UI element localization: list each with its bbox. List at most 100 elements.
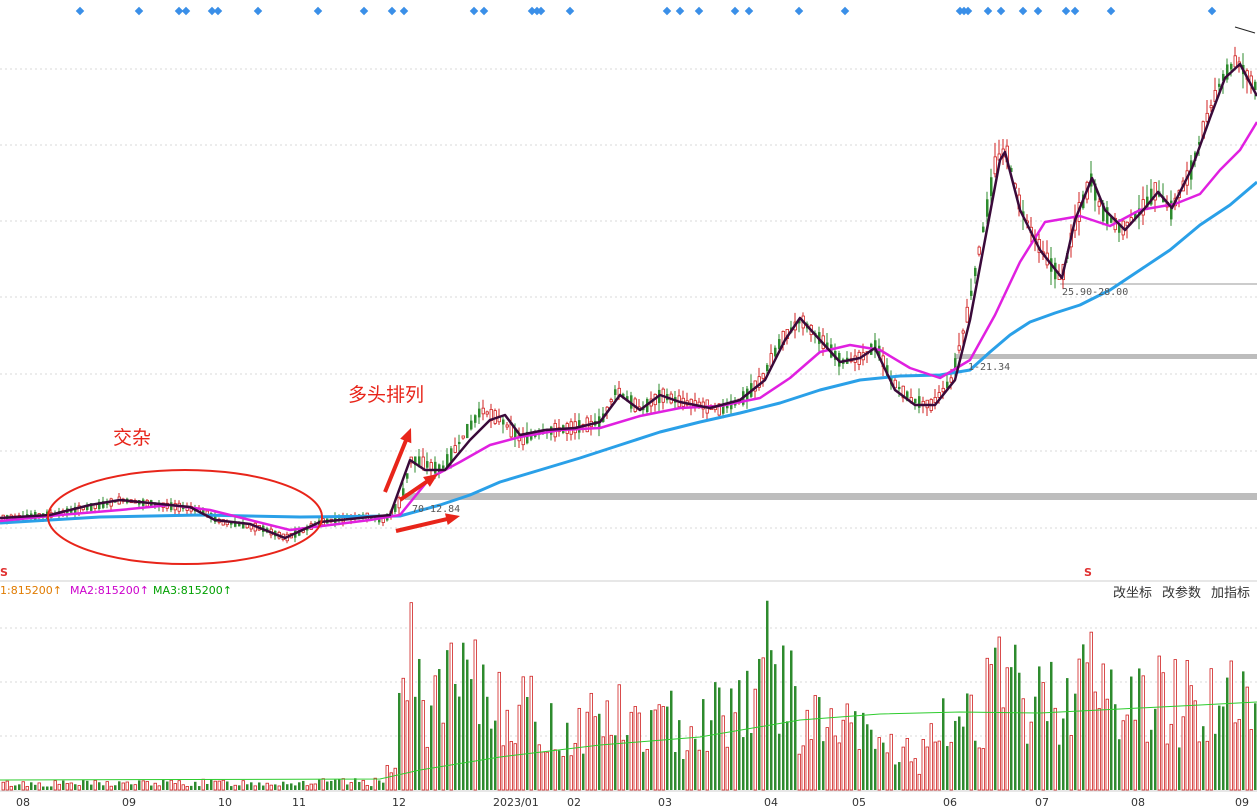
- volume-bar-down: [786, 721, 789, 790]
- x-tick-label: 02: [567, 796, 581, 809]
- candle-body-down: [90, 503, 93, 511]
- volume-bar-up: [365, 784, 369, 791]
- signal-dot: [1207, 6, 1217, 16]
- volume-bar-up: [441, 722, 445, 791]
- volume-bar-up: [1229, 660, 1233, 791]
- volume-bar-down: [258, 782, 261, 790]
- candle-body-down: [1254, 81, 1257, 91]
- candle-body-up: [1153, 182, 1157, 201]
- volume-bar-up: [633, 706, 637, 791]
- candle-body-down: [898, 386, 901, 390]
- volume-bar-up: [989, 664, 993, 791]
- volume-bar-down: [958, 716, 961, 790]
- signal-dot: [662, 6, 672, 16]
- volume-bar-up: [653, 709, 657, 791]
- volume-bar-up: [1121, 720, 1125, 791]
- volume-bar-down: [14, 785, 17, 790]
- volume-bar-up: [145, 781, 149, 791]
- volume-bar-down: [430, 705, 433, 790]
- volume-bar-down: [330, 780, 333, 790]
- candle-body-down: [1226, 64, 1229, 80]
- volume-bar-down: [1154, 708, 1157, 790]
- volume-ma-line: [0, 701, 1257, 781]
- volume-bar-up: [553, 749, 557, 791]
- volume-bar-down: [790, 650, 793, 790]
- volume-bar-up: [173, 783, 177, 791]
- volume-bar-down: [194, 781, 197, 790]
- volume-bar-up: [389, 772, 393, 791]
- candle-body-down: [1138, 208, 1141, 216]
- volume-bar-down: [738, 680, 741, 790]
- volume-bar-up: [577, 707, 581, 791]
- candle-body-up: [1205, 112, 1209, 122]
- volume-bar-up: [949, 741, 953, 791]
- volume-bar-down: [614, 735, 617, 790]
- volume-bar-up: [57, 783, 61, 791]
- candle-body-up: [901, 385, 905, 399]
- candle-body-up: [933, 397, 937, 403]
- signal-dot: [399, 6, 409, 16]
- volume-bar-down: [1038, 666, 1041, 790]
- candle-body-down: [86, 505, 89, 510]
- volume-bar-up: [601, 736, 605, 791]
- moving-average-lines: [0, 62, 1257, 540]
- volume-bar-up: [213, 780, 217, 791]
- signal-dot: [565, 6, 575, 16]
- change-axis-button[interactable]: 改坐标: [1113, 586, 1153, 601]
- annotation-shapes: [47, 428, 460, 565]
- volume-bar-down: [206, 783, 209, 790]
- annotation-ellipse: [47, 469, 323, 565]
- volume-bar-down: [670, 690, 673, 790]
- volume-bar-up: [857, 749, 861, 791]
- volume-bar-down: [774, 664, 777, 790]
- candle-body-down: [70, 509, 73, 513]
- volume-bar-down: [454, 683, 457, 790]
- signal-dot: [479, 6, 489, 16]
- volume-bar-down: [678, 720, 681, 790]
- volume-bar-down: [1226, 677, 1229, 790]
- candle-body-down: [418, 456, 421, 467]
- volume-bar-down: [358, 781, 361, 790]
- volume-bar-down: [138, 780, 141, 790]
- volume-bar-down: [854, 711, 857, 790]
- volume-ma-line: [0, 701, 1257, 781]
- volume-bar-up: [933, 741, 937, 791]
- volume-bar-down: [818, 697, 821, 790]
- candle-body-down: [1106, 207, 1109, 225]
- candle-body-up: [937, 392, 941, 398]
- volume-bar-down: [494, 720, 497, 790]
- volume-bar-up: [1101, 663, 1105, 791]
- volume-bar-down: [1034, 696, 1037, 790]
- volume-bar-down: [566, 722, 569, 790]
- volume-bar-up: [109, 785, 113, 791]
- add-indicator-button[interactable]: 加指标: [1211, 586, 1251, 601]
- x-tick-label: 09: [1235, 796, 1249, 809]
- candle-body-up: [949, 377, 953, 383]
- volume-bar-down: [746, 670, 749, 790]
- volume-bar-up: [1169, 723, 1173, 791]
- signal-dot: [675, 6, 685, 16]
- volume-bar-up: [361, 779, 365, 791]
- volume-bar-down: [862, 712, 865, 790]
- volume-bar-up: [589, 692, 593, 791]
- candle-body-down: [406, 473, 409, 479]
- volume-bar-up: [1097, 708, 1101, 791]
- volume-bar-down: [962, 726, 965, 790]
- candle-body-down: [394, 504, 397, 512]
- volume-bar-down: [166, 781, 169, 790]
- volume-bar-down: [730, 688, 733, 790]
- volume-bar-up: [69, 782, 73, 791]
- volume-bar-up: [1093, 691, 1097, 791]
- volume-bar-up: [537, 744, 541, 791]
- signal-dot: [253, 6, 263, 16]
- volume-bar-up: [409, 602, 413, 791]
- x-tick-label: 07: [1035, 796, 1049, 809]
- volume-bar-up: [813, 695, 817, 791]
- volume-bar-down: [558, 750, 561, 790]
- candle-body-down: [1094, 183, 1097, 201]
- change-params-button[interactable]: 改参数: [1162, 586, 1202, 601]
- volume-bar-down: [90, 784, 93, 790]
- volume-bar-up: [141, 780, 145, 791]
- volume-bar-down: [382, 782, 385, 790]
- volume-bar-up: [797, 753, 801, 791]
